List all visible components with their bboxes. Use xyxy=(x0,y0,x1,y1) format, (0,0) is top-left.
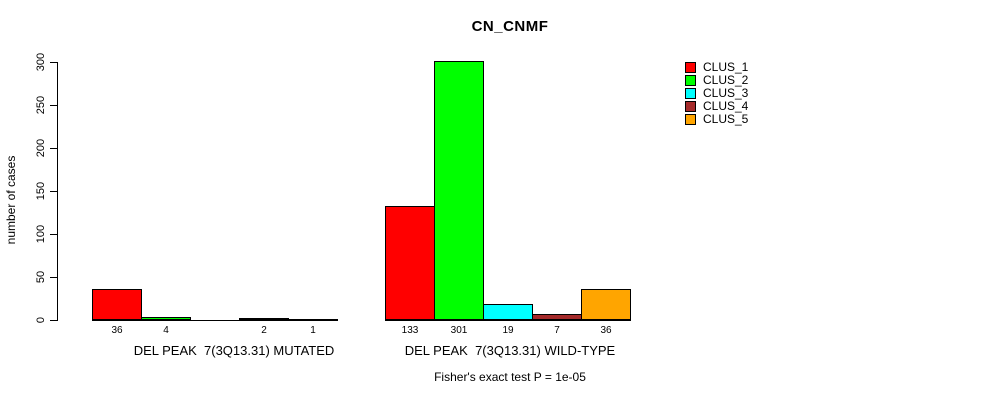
y-tick-label: 200 xyxy=(35,138,47,158)
y-tick-label: 0 xyxy=(35,316,47,324)
bar-count-label: 301 xyxy=(450,325,468,336)
y-tick-mark xyxy=(50,234,57,235)
bar-clus_5-group1 xyxy=(288,319,338,321)
legend-swatch-clus_1 xyxy=(685,62,696,73)
y-axis-label: number of cases xyxy=(4,155,18,245)
y-tick-mark xyxy=(50,148,57,149)
y-tick-mark xyxy=(50,277,57,278)
y-axis-line xyxy=(57,62,58,321)
fisher-test-annotation: Fisher's exact test P = 1e-05 xyxy=(434,370,586,384)
bar-count-label: 36 xyxy=(600,325,612,336)
legend-label-clus_2: CLUS_2 xyxy=(703,73,749,87)
y-tick-label: 300 xyxy=(35,52,47,72)
bar-clus_2-group2 xyxy=(434,61,484,320)
y-tick-label: 150 xyxy=(35,181,47,201)
y-tick-mark xyxy=(50,105,57,106)
legend-label-clus_1: CLUS_1 xyxy=(703,60,749,74)
bar-clus_1-group1 xyxy=(92,289,142,320)
group-baseline xyxy=(92,320,338,321)
legend-swatch-clus_2 xyxy=(685,75,696,86)
bar-count-label: 1 xyxy=(310,325,316,336)
legend-swatch-clus_5 xyxy=(685,114,696,125)
bar-clus_3-group2 xyxy=(483,304,533,320)
legend-swatch-clus_3 xyxy=(685,88,696,99)
bar-clus_5-group2 xyxy=(581,289,631,320)
y-tick-label: 100 xyxy=(35,224,47,244)
bar-count-label: 133 xyxy=(401,325,419,336)
bar-count-label: 7 xyxy=(554,325,560,336)
bar-clus_1-group2 xyxy=(385,206,435,320)
y-tick-mark xyxy=(50,191,57,192)
bar-count-label: 36 xyxy=(111,325,123,336)
bar-clus_2-group1 xyxy=(141,317,191,320)
bar-clus_4-group2 xyxy=(532,314,582,320)
legend-label-clus_4: CLUS_4 xyxy=(703,99,749,113)
chart-title: CN_CNMF xyxy=(471,18,549,35)
bar-count-label: 2 xyxy=(261,325,267,336)
group-baseline xyxy=(385,320,631,321)
y-tick-mark xyxy=(50,320,57,321)
x-axis-group-label: DEL PEAK 7(3Q13.31) WILD-TYPE xyxy=(404,343,616,358)
x-axis-group-label: DEL PEAK 7(3Q13.31) MUTATED xyxy=(133,343,335,358)
legend-swatch-clus_4 xyxy=(685,101,696,112)
legend-label-clus_3: CLUS_3 xyxy=(703,86,749,100)
legend-label-clus_5: CLUS_5 xyxy=(703,112,749,126)
y-tick-label: 250 xyxy=(35,95,47,115)
bar-clus_4-group1 xyxy=(239,318,289,320)
bar-count-label: 19 xyxy=(502,325,514,336)
y-tick-label: 50 xyxy=(35,270,47,284)
y-tick-mark xyxy=(50,62,57,63)
bar-count-label: 4 xyxy=(163,325,169,336)
